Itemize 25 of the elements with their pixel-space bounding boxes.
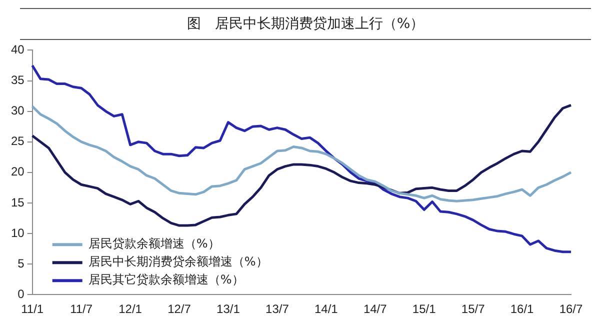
legend-label: 居民贷款余额增速（%） <box>88 236 220 251</box>
x-tick-label: 16/1 <box>510 302 534 316</box>
chart-title: 图 居民中长期消费贷加速上行（%） <box>20 8 591 40</box>
y-tick-label: 0 <box>18 286 25 301</box>
x-tick-label: 16/7 <box>559 302 583 316</box>
x-tick-label: 11/1 <box>21 302 44 316</box>
legend-label: 居民其它贷款余额增速（%） <box>88 272 244 287</box>
x-tick-label: 15/1 <box>412 302 436 316</box>
y-tick-label: 15 <box>10 195 25 210</box>
x-tick-label: 13/1 <box>216 302 240 316</box>
legend-label: 居民中长期消费贷余额增速（%） <box>88 254 268 269</box>
y-tick-label: 20 <box>10 164 25 179</box>
y-tick-label: 30 <box>10 104 25 118</box>
y-tick-label: 25 <box>10 134 25 148</box>
x-tick-label: 12/1 <box>118 302 142 316</box>
x-tick-label: 11/7 <box>70 302 93 316</box>
y-tick-label: 35 <box>10 73 25 88</box>
x-tick-label: 14/7 <box>363 302 388 316</box>
y-tick-label: 40 <box>10 42 25 57</box>
x-tick-label: 15/7 <box>461 302 486 316</box>
x-tick-label: 12/7 <box>168 302 192 316</box>
y-tick-label: 10 <box>10 226 25 240</box>
x-tick-label: 13/7 <box>266 302 290 316</box>
y-tick-label: 5 <box>18 256 25 270</box>
x-tick-label: 14/1 <box>314 302 338 316</box>
